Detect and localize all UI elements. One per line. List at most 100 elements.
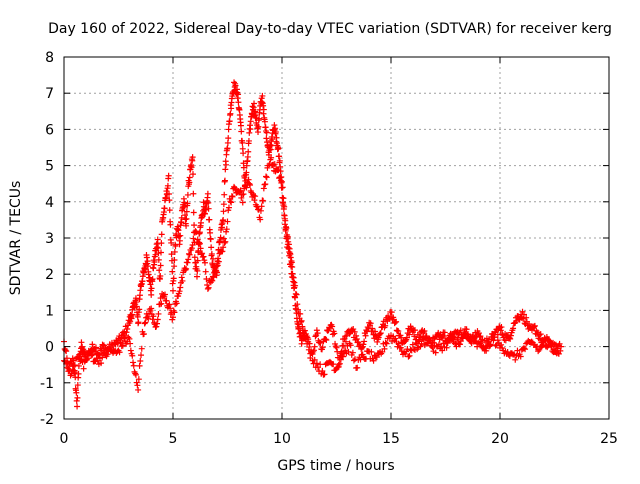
data-point (257, 216, 264, 223)
data-point (173, 300, 180, 307)
data-point (409, 341, 416, 348)
data-point (522, 346, 529, 353)
data-point (130, 362, 137, 369)
data-point (245, 148, 252, 155)
data-point (382, 322, 389, 329)
data-point (258, 203, 265, 210)
data-point (158, 240, 165, 247)
data-point (379, 348, 386, 355)
data-point (245, 176, 252, 183)
data-point (293, 291, 300, 298)
data-point (287, 260, 294, 267)
data-point (352, 356, 359, 363)
data-point (329, 331, 336, 338)
data-point (236, 188, 243, 195)
data-point (158, 249, 165, 256)
data-point (193, 229, 200, 236)
data-point (165, 172, 172, 179)
data-point (540, 341, 547, 348)
data-point (398, 334, 405, 341)
data-point (256, 115, 263, 122)
data-point (73, 397, 80, 404)
data-point (167, 305, 174, 312)
data-point (252, 111, 259, 118)
data-point (247, 126, 254, 133)
data-point (294, 301, 301, 308)
data-point (358, 344, 365, 351)
data-point (213, 263, 220, 270)
data-point (498, 341, 505, 348)
data-point (477, 333, 484, 340)
data-point (129, 352, 136, 359)
data-point (395, 328, 402, 335)
data-point (220, 201, 227, 208)
data-point (189, 171, 196, 178)
data-point (316, 339, 323, 346)
data-point (406, 352, 413, 359)
data-point (168, 251, 175, 258)
data-point (558, 343, 565, 350)
data-point (319, 367, 326, 374)
data-point (163, 194, 170, 201)
data-point (190, 190, 197, 197)
data-point (171, 263, 178, 270)
data-point (322, 336, 329, 343)
data-point (228, 193, 235, 200)
data-point (512, 356, 519, 363)
data-point (388, 309, 395, 316)
data-point (148, 305, 155, 312)
data-point (237, 122, 244, 129)
data-point (321, 371, 328, 378)
data-point (276, 153, 283, 160)
data-point (461, 330, 468, 337)
data-point (272, 129, 279, 136)
data-point (243, 169, 250, 176)
data-point (323, 336, 330, 343)
data-point (487, 342, 494, 349)
data-point (499, 344, 506, 351)
data-point (62, 347, 69, 354)
data-point (298, 317, 305, 324)
data-point (411, 327, 418, 334)
data-point (138, 345, 145, 352)
data-point (162, 291, 169, 298)
data-point (193, 273, 200, 280)
data-point (222, 166, 229, 173)
data-point (510, 325, 517, 332)
data-point (163, 297, 170, 304)
data-point (498, 324, 505, 331)
data-point (526, 321, 533, 328)
data-point (362, 332, 369, 339)
data-point (423, 340, 430, 347)
data-point (150, 265, 157, 272)
y-tick-label: 5 (45, 159, 54, 175)
data-point (271, 161, 278, 168)
data-point (149, 316, 156, 323)
data-point (74, 403, 81, 410)
data-point (155, 256, 162, 263)
data-point (359, 351, 366, 358)
data-point (147, 281, 154, 288)
data-point (263, 174, 270, 181)
data-point (196, 240, 203, 247)
data-point (176, 288, 183, 295)
data-point (262, 181, 269, 188)
data-point (223, 226, 230, 233)
data-point (279, 184, 286, 191)
data-point (367, 320, 374, 327)
data-point (317, 361, 324, 368)
data-point (194, 267, 201, 274)
y-tick-label: 7 (45, 86, 54, 102)
data-point (89, 351, 96, 358)
data-point (86, 348, 93, 355)
data-point (360, 341, 367, 348)
data-point (243, 184, 250, 191)
y-tick-label: 6 (45, 122, 54, 138)
data-point (166, 197, 173, 204)
data-point (126, 335, 133, 342)
data-point (179, 277, 186, 284)
data-point (430, 339, 437, 346)
data-point (375, 334, 382, 341)
